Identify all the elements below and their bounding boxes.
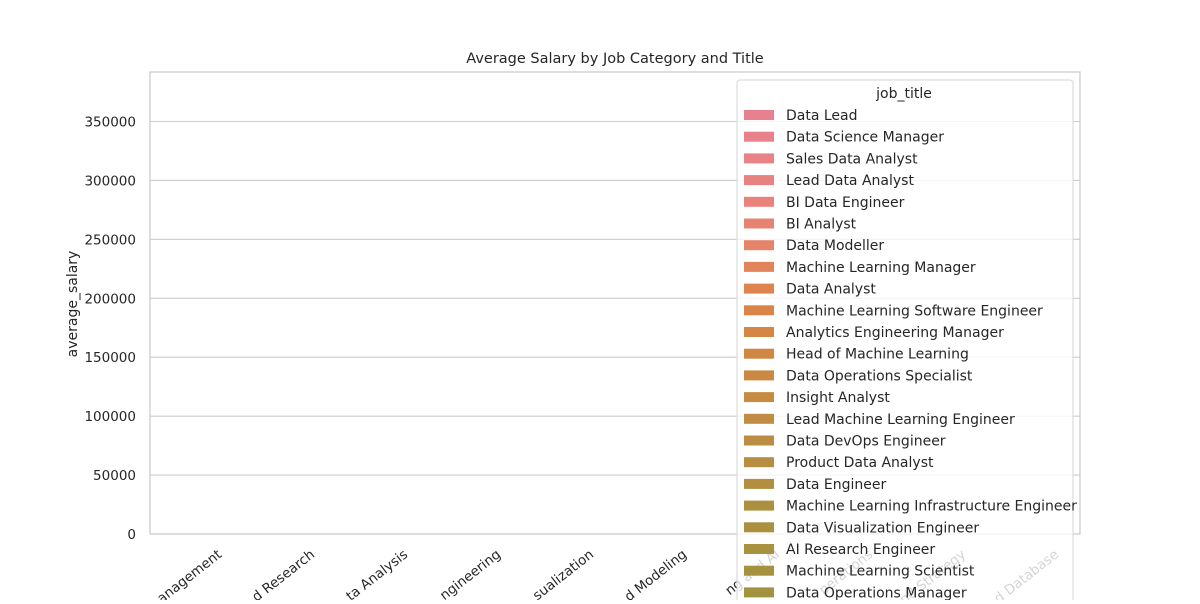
legend-label: Analytics Engineering Manager [786, 325, 1004, 341]
legend-swatch [744, 565, 774, 576]
legend-swatch [744, 392, 774, 403]
legend-label: Data Visualization Engineer [786, 520, 979, 536]
y-tick-label: 300000 [84, 173, 136, 189]
legend-label: Lead Machine Learning Engineer [786, 412, 1015, 428]
y-tick-labels: 0 50000 100000 150000 200000 250000 300000 3500… [84, 115, 136, 544]
legend-label: AI Research Engineer [786, 542, 935, 558]
legend-entries: Data Lead Data Science Manager Sales Data … [744, 108, 1077, 601]
y-tick-label: 250000 [84, 232, 136, 248]
y-tick-label: 0 [127, 527, 136, 543]
legend-label: Head of Machine Learning [786, 347, 969, 363]
legend-label: Machine Learning Manager [786, 260, 976, 276]
legend-swatch [744, 478, 774, 489]
legend-label: Data Engineer [786, 477, 886, 493]
legend-swatch [744, 457, 774, 468]
legend-swatch [744, 196, 774, 207]
legend-label: Data Operations Manager [786, 585, 967, 600]
legend-label: Machine Learning Scientist [786, 564, 975, 580]
plot-frame [149, 71, 1081, 535]
legend-swatch [744, 131, 774, 142]
legend-swatch [744, 370, 774, 381]
y-tick-label: 150000 [84, 350, 136, 366]
legend-swatch [744, 218, 774, 229]
legend-label: BI Analyst [786, 217, 857, 233]
legend-title: job_title [875, 86, 932, 102]
y-axis-label: average_salary [65, 251, 81, 358]
legend-label: Data Operations Specialist [786, 368, 973, 384]
legend-label: Product Data Analyst [786, 455, 934, 471]
legend-label: BI Data Engineer [786, 195, 905, 211]
legend-swatch [744, 261, 774, 272]
legend-swatch [744, 305, 774, 316]
legend-swatch [744, 348, 774, 359]
legend-label: Insight Analyst [786, 390, 890, 406]
legend-box [736, 79, 1074, 604]
legend-swatch [744, 544, 774, 554]
legend: job_title Data Lead Data Science Manager S… [736, 79, 1077, 604]
legend-swatch [744, 435, 774, 446]
legend-label: Data Modeller [786, 238, 884, 254]
legend-swatch [744, 110, 774, 120]
y-tick-label: 200000 [84, 291, 136, 307]
legend-swatch [744, 175, 774, 186]
chart-title: Average Salary by Job Category and Title [466, 51, 764, 67]
legend-swatch [744, 327, 774, 337]
legend-swatch [744, 153, 774, 164]
y-tick-label: 350000 [84, 115, 136, 131]
legend-label: Data DevOps Engineer [786, 434, 946, 450]
legend-swatch [744, 240, 774, 251]
legend-label: Data Analyst [786, 282, 876, 298]
legend-swatch [744, 413, 774, 424]
legend-swatch [744, 283, 774, 294]
legend-swatch [744, 500, 774, 511]
legend-swatch [744, 522, 774, 533]
legend-swatch [744, 587, 774, 598]
legend-label: Data Lead [786, 108, 858, 124]
legend-label: Sales Data Analyst [786, 151, 918, 167]
y-tick-label: 100000 [84, 409, 136, 425]
legend-label: Data Science Manager [786, 130, 944, 146]
y-tick-label: 50000 [93, 468, 136, 484]
legend-label: Machine Learning Software Engineer [786, 303, 1043, 319]
legend-label: Machine Learning Infrastructure Engineer [786, 499, 1077, 515]
legend-label: Lead Data Analyst [786, 173, 914, 189]
